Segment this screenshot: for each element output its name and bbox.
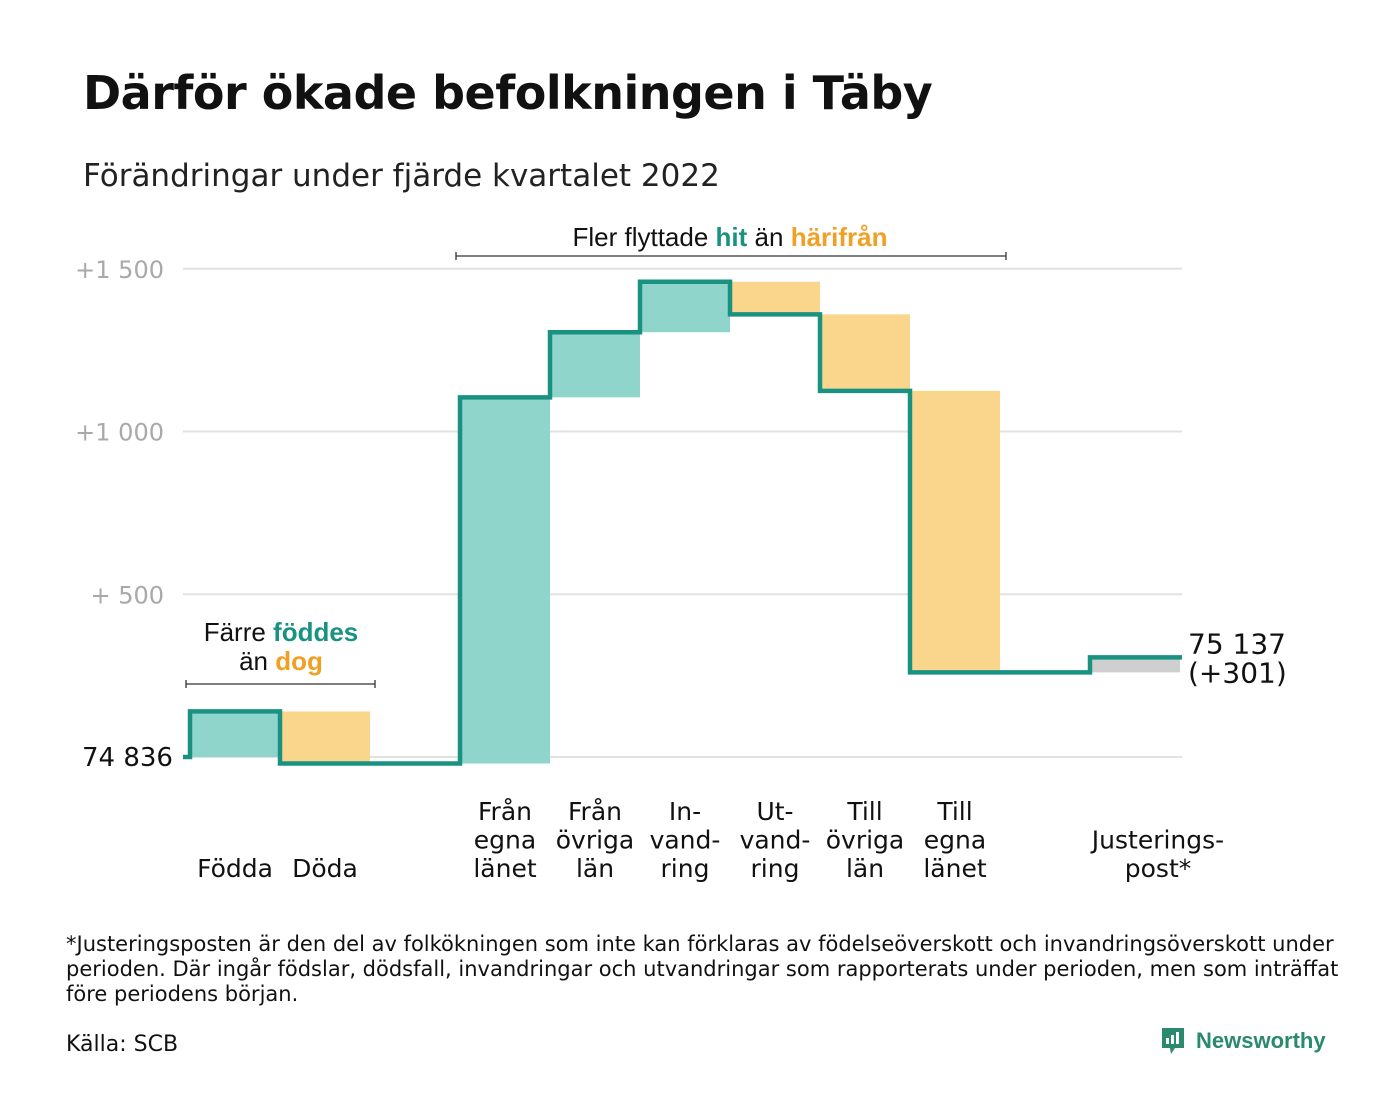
annotation-bracket-left [185, 680, 376, 688]
footnote: *Justeringsposten är den del av folkökni… [66, 932, 1339, 1006]
category-label: In- [669, 797, 701, 826]
category-label: länet [923, 854, 986, 883]
category-label: Till [846, 797, 882, 826]
y-tick-label: +1 500 [75, 256, 164, 284]
annotation-migration: Fler flyttade hit än härifrån [455, 222, 1007, 260]
annotation-births-deaths: Färre föddes än dog [185, 617, 376, 688]
brand-logo[interactable]: Newsworthy [1160, 1026, 1326, 1056]
category-label: län [576, 854, 614, 883]
bar [460, 397, 550, 764]
start-value-label: 74 836 [82, 743, 173, 773]
bar [910, 390, 1000, 673]
bar [730, 281, 820, 315]
category-label: Födda [197, 854, 273, 883]
bar [190, 711, 280, 757]
chart-subtitle: Förändringar under fjärde kvartalet 2022 [83, 158, 720, 194]
category-label: länet [473, 854, 536, 883]
category-label: Döda [292, 854, 358, 883]
bar [280, 711, 370, 764]
category-label: vand- [740, 826, 811, 855]
source-label: Källa: SCB [66, 1032, 179, 1057]
category-label: övriga [826, 826, 905, 855]
category-label: övriga [556, 826, 635, 855]
category-label: vand- [650, 826, 721, 855]
category-label: Från [568, 797, 622, 826]
category-label: Från [478, 797, 532, 826]
category-label: egna [924, 826, 986, 855]
bar [1090, 657, 1180, 673]
end-change-label: (+301) [1188, 656, 1287, 689]
bar [820, 314, 910, 391]
category-label: Till [936, 797, 972, 826]
bar [640, 281, 730, 333]
end-value-label: 75 137 [1188, 627, 1286, 660]
category-label: Justerings- [1090, 826, 1224, 855]
chart-title: Därför ökade befolkningen i Täby [83, 66, 933, 120]
category-label: län [846, 854, 884, 883]
newsworthy-icon [1162, 1028, 1184, 1054]
annotation-births-line1: Färre föddes [204, 617, 359, 647]
category-label: post* [1125, 854, 1192, 883]
annotation-migration-text: Fler flyttade hit än härifrån [572, 222, 887, 252]
annotation-births-line2: än dog [239, 646, 323, 676]
category-label: egna [474, 826, 536, 855]
category-label: ring [661, 854, 710, 883]
y-tick-label: + 500 [90, 581, 164, 609]
cumulative-line [183, 279, 1182, 766]
bars [190, 281, 1180, 764]
category-label: ring [751, 854, 800, 883]
y-tick-label: +1 000 [75, 419, 164, 447]
category-label: Ut- [756, 797, 793, 826]
bar [550, 332, 640, 398]
annotation-bracket-top [455, 252, 1007, 260]
cumulative-step-line [183, 279, 1182, 766]
brand-name: Newsworthy [1196, 1028, 1326, 1053]
